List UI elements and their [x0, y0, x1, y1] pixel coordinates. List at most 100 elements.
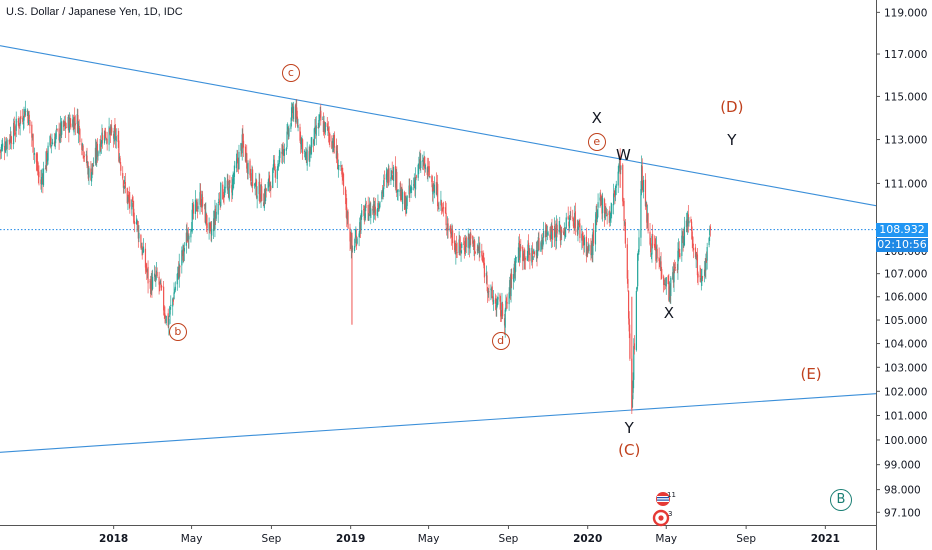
candle-body — [142, 246, 145, 253]
candle-body — [597, 202, 599, 208]
candle-body — [518, 240, 521, 261]
candle-body — [569, 215, 571, 219]
candle-body — [114, 129, 117, 141]
candle-body — [137, 225, 139, 239]
candle-body — [340, 167, 343, 171]
candle-body — [532, 256, 534, 260]
candle-body — [565, 228, 567, 238]
candle-body — [350, 241, 352, 250]
candle-body — [409, 187, 412, 192]
candle-body — [703, 269, 706, 276]
candle-body — [338, 165, 340, 167]
candle-body — [503, 318, 506, 326]
candle-body — [426, 167, 428, 175]
candle-body — [686, 222, 688, 226]
candle-body — [668, 281, 670, 301]
candle-body — [327, 128, 330, 133]
candle-body — [247, 162, 249, 174]
candle-body — [637, 250, 639, 255]
candle-body — [445, 212, 447, 226]
candle-body — [68, 117, 71, 133]
candle-body — [301, 140, 303, 142]
candle-body — [190, 230, 192, 238]
candle-body — [515, 257, 517, 259]
candle-body — [188, 235, 190, 240]
candle-body — [568, 221, 570, 227]
candle-body — [131, 197, 134, 202]
news-events-icon[interactable]: 11 3 — [651, 489, 679, 531]
candle-body — [450, 225, 452, 234]
candle-body — [709, 228, 711, 236]
candle-body — [291, 108, 293, 110]
candle-body — [285, 148, 287, 151]
candle-body — [673, 269, 675, 283]
candle-body — [92, 163, 94, 167]
candle-body — [460, 250, 462, 253]
candle-body — [661, 268, 663, 279]
candle-body — [437, 204, 439, 209]
candle-body — [629, 333, 631, 359]
candle-body — [182, 244, 184, 256]
candle-body — [119, 158, 121, 163]
candle-body — [9, 138, 11, 143]
candle-body — [524, 257, 526, 260]
candle-body — [544, 230, 547, 238]
candle-body — [708, 237, 710, 245]
candle-body — [501, 301, 503, 317]
candle-body — [28, 114, 30, 120]
candle-body — [194, 199, 197, 214]
y-tick-label: 119.000 — [884, 7, 927, 19]
candle-body — [706, 246, 708, 261]
candle-body — [326, 123, 328, 127]
candle-body — [50, 137, 52, 144]
candle-body — [224, 187, 226, 189]
candle-body — [360, 214, 362, 230]
candle-body — [588, 245, 590, 251]
candle-body — [674, 267, 676, 269]
candle-body — [23, 108, 25, 121]
candle-body — [369, 203, 371, 216]
candle-body — [468, 236, 471, 249]
candle-body — [535, 250, 537, 256]
candle-body — [609, 216, 612, 221]
candle-body — [292, 108, 294, 118]
candle-body — [141, 246, 143, 256]
candle-body — [546, 224, 548, 232]
candle-body — [608, 211, 610, 216]
candle-body — [549, 234, 551, 238]
candle-body — [635, 290, 637, 351]
candle-body — [63, 121, 65, 126]
candle-body — [346, 207, 348, 219]
x-tick-label: 2018 — [99, 533, 128, 545]
y-tick-label: 115.000 — [884, 91, 927, 103]
candle-body — [110, 126, 112, 134]
candle-body — [540, 240, 543, 242]
candle-body — [113, 133, 115, 139]
candle-body — [313, 139, 315, 145]
candle-body — [568, 217, 571, 228]
candle-body — [696, 254, 699, 276]
candle-body — [364, 203, 367, 212]
candle-body — [205, 213, 208, 226]
candle-body — [499, 294, 501, 302]
candle-body — [415, 175, 417, 179]
candle-body — [428, 166, 430, 176]
candle-body — [570, 216, 572, 218]
candle-body — [315, 125, 317, 136]
candle-body — [561, 229, 563, 233]
candle-body — [472, 244, 474, 246]
candle-body — [419, 159, 421, 169]
candle-body — [482, 258, 484, 260]
candle-body — [579, 223, 581, 239]
candle-body — [237, 157, 239, 163]
candle-body — [265, 188, 267, 191]
candle-body — [256, 195, 258, 199]
candle-body — [477, 246, 480, 251]
candle-body — [665, 277, 667, 287]
candle-body — [314, 126, 316, 129]
candle-body — [145, 265, 147, 271]
candle-body — [667, 275, 669, 285]
candle-body — [363, 208, 365, 210]
candle-body — [641, 166, 643, 185]
